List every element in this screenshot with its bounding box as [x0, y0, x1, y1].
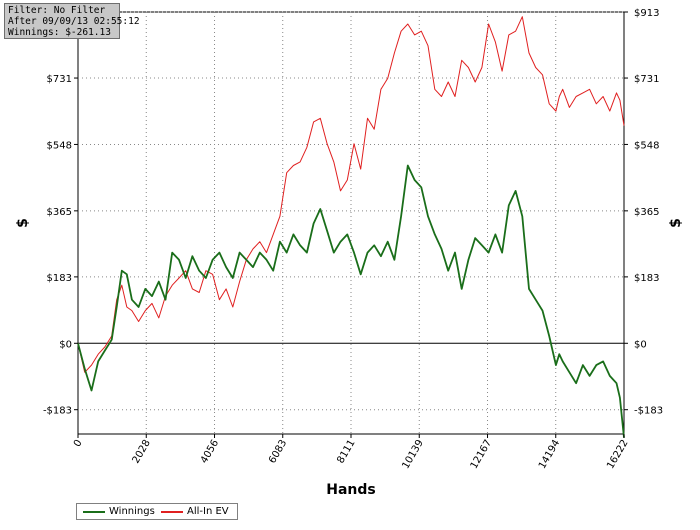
x-tick-label: 10139 [400, 438, 425, 471]
x-tick-label: 12167 [469, 438, 494, 471]
y-tick-label-left: $0 [59, 339, 72, 350]
legend-swatch-winnings [83, 510, 105, 513]
x-tick-label: 2028 [131, 438, 153, 466]
y-ticks-right: -$183 $0 $183 $365 $548 $731 $913 [624, 8, 663, 417]
y-tick-label-right: $731 [634, 74, 659, 85]
legend-item-allin-ev: All-In EV [161, 506, 229, 517]
plot-frame [77, 11, 625, 435]
series-line-winnings [77, 164, 625, 438]
filter-text: Filter: No Filter [8, 5, 106, 16]
y-axis-title-right: $ [668, 218, 684, 228]
x-axis-title: Hands [326, 482, 376, 498]
y-tick-label-left: $731 [47, 74, 72, 85]
y-tick-label-right: $913 [634, 8, 659, 19]
grid [78, 11, 624, 434]
legend-label-allin-ev: All-In EV [187, 506, 229, 517]
after-date-text: After 09/09/13 02:55:12 [8, 16, 140, 27]
y-ticks-left: -$183$0$183$365$548$731$913 [43, 8, 78, 417]
y-tick-label-left: $183 [47, 273, 72, 284]
x-tick-label: 8111 [335, 438, 357, 466]
x-tick-label: 4056 [199, 438, 221, 466]
winnings-text: Winnings: $-261.13 [8, 27, 111, 38]
y-tick-label-right: -$183 [634, 406, 663, 417]
info-box: Filter: No Filter After 09/09/13 02:55:1… [4, 3, 140, 39]
y-tick-label-right: $548 [634, 140, 659, 151]
y-axis-title-left: $ [15, 218, 31, 228]
legend-item-winnings: Winnings [83, 506, 155, 517]
y-tick-label-left: -$183 [43, 406, 72, 417]
x-tick-label: 0 [72, 438, 85, 449]
legend: Winnings All-In EV [76, 503, 238, 520]
y-tick-label-right: $365 [634, 207, 659, 218]
series-group [77, 16, 625, 438]
y-tick-label-right: $183 [634, 273, 659, 284]
legend-label-winnings: Winnings [109, 506, 155, 517]
x-tick-label: 14194 [537, 438, 562, 471]
y-tick-label-left: $365 [47, 207, 72, 218]
legend-swatch-allin-ev [161, 510, 183, 513]
x-tick-label: 6083 [267, 438, 289, 466]
y-tick-label-right: $0 [634, 339, 647, 350]
x-tick-label: 16222 [605, 438, 630, 471]
x-ticks: 0 2028 4056 6083 8111 10139 12167 14194 16222 [72, 434, 631, 471]
y-tick-label-left: $548 [47, 140, 72, 151]
